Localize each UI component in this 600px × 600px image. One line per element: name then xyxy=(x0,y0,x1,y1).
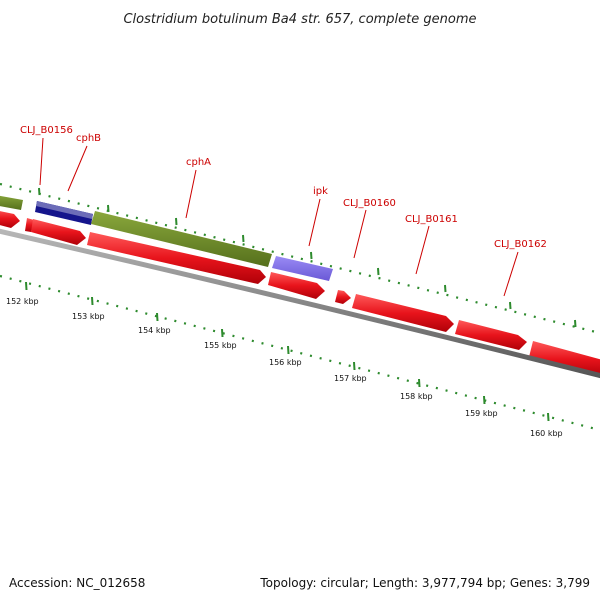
cds-arrow xyxy=(352,294,454,332)
gene-label-ipk: ipk xyxy=(313,186,328,197)
accession-text: Accession: NC_012658 xyxy=(9,576,146,590)
cphB-cds-highlight xyxy=(36,201,93,219)
kbp-label: 152 kbp xyxy=(6,297,39,306)
inner-tick-row xyxy=(0,274,600,432)
major-tick xyxy=(175,217,178,226)
gene-label-cphB: cphB xyxy=(76,133,101,144)
cds-arrow xyxy=(0,211,20,228)
kbp-tick xyxy=(287,345,290,355)
cds-arrow xyxy=(335,290,351,304)
upper-feature-row xyxy=(0,195,333,281)
cds-arrow xyxy=(268,272,325,299)
leader-line xyxy=(353,209,367,259)
leader-line xyxy=(415,225,430,275)
cphA-cds xyxy=(91,211,272,267)
major-tick xyxy=(444,284,447,293)
cds-arrow xyxy=(529,341,600,376)
kbp-label: 156 kbp xyxy=(269,358,302,367)
topology-text: Topology: circular; Length: 3,977,794 bp… xyxy=(260,576,590,590)
ipk-cds xyxy=(272,256,333,281)
kbp-labels: 152 kbp 153 kbp 154 kbp 155 kbp 156 kbp … xyxy=(6,297,563,438)
gene-label-cphA: cphA xyxy=(186,157,211,168)
green-cds-partial xyxy=(0,195,23,210)
cds-arrow xyxy=(31,219,86,245)
major-tick xyxy=(509,301,512,310)
major-tick xyxy=(38,187,41,196)
kbp-label: 153 kbp xyxy=(72,312,105,321)
label-leaders xyxy=(39,137,519,297)
kbp-tick xyxy=(483,395,486,405)
kbp-tick xyxy=(418,378,421,388)
leader-line xyxy=(39,137,44,186)
gene-label-CLJ_B0156: CLJ_B0156 xyxy=(20,125,73,136)
kbp-label: 160 kbp xyxy=(530,429,563,438)
lower-feature-row xyxy=(0,211,600,376)
kbp-label: 157 kbp xyxy=(334,374,367,383)
kbp-label: 159 kbp xyxy=(465,409,498,418)
genome-backbone xyxy=(0,228,600,379)
major-tick xyxy=(377,267,380,276)
gene-label-CLJ_B0160: CLJ_B0160 xyxy=(343,198,396,209)
kbp-tick xyxy=(156,312,159,322)
major-tick xyxy=(574,319,577,328)
kbp-label: 154 kbp xyxy=(138,326,171,335)
leader-line xyxy=(503,251,519,297)
leader-line xyxy=(185,169,197,219)
kbp-label: 155 kbp xyxy=(204,341,237,350)
kbp-tick xyxy=(353,361,356,371)
outer-ticks xyxy=(0,182,600,335)
major-tick xyxy=(107,204,110,213)
gene-labels: CLJ_B0156 cphB cphA ipk CLJ_B0160 CLJ_B0… xyxy=(20,125,547,250)
outer-tick-row xyxy=(0,182,600,335)
cds-arrow xyxy=(455,320,527,350)
gene-label-CLJ_B0162: CLJ_B0162 xyxy=(494,239,547,250)
kbp-tick xyxy=(25,281,28,291)
leader-line xyxy=(308,198,321,247)
kbp-tick xyxy=(91,296,94,306)
kbp-tick xyxy=(547,412,550,422)
map-title: Clostridium botulinum Ba4 str. 657, comp… xyxy=(123,12,476,27)
major-tick xyxy=(242,234,245,243)
major-tick xyxy=(310,251,313,260)
kbp-tick xyxy=(221,328,224,338)
kbp-label: 158 kbp xyxy=(400,392,433,401)
gene-label-CLJ_B0161: CLJ_B0161 xyxy=(405,214,458,225)
cds-arrow xyxy=(87,232,266,284)
leader-line xyxy=(67,145,88,192)
